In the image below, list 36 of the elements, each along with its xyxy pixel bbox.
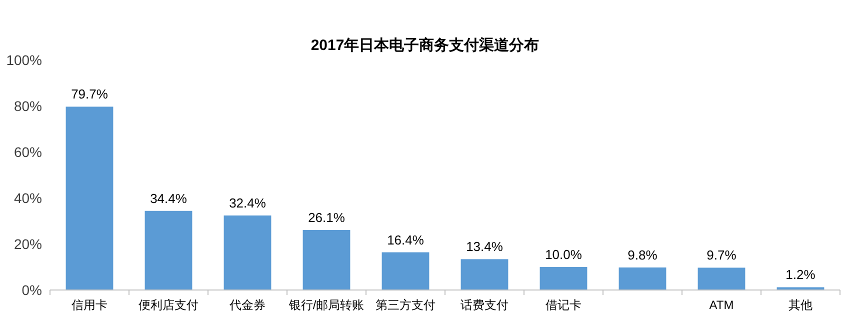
y-tick-label: 0%	[22, 282, 42, 298]
data-label: 13.4%	[466, 239, 504, 254]
data-label: 1.2%	[786, 267, 816, 282]
data-label: 10.0%	[545, 247, 582, 262]
data-label: 9.8%	[628, 247, 658, 262]
x-tick-label: 信用卡	[72, 298, 108, 312]
data-label: 16.4%	[387, 232, 424, 248]
data-label: 79.7%	[71, 86, 108, 102]
bar	[618, 267, 666, 290]
y-tick-label: 60%	[14, 144, 42, 160]
y-tick-label: 80%	[14, 98, 42, 114]
bar	[302, 230, 350, 290]
bar	[460, 259, 508, 290]
x-tick-label: 便利店支付	[138, 298, 198, 312]
chart-title: 2017年日本电子商务支付渠道分布	[310, 36, 540, 54]
x-tick-label: ATM	[709, 298, 734, 312]
x-tick-label: 第三方支付	[376, 298, 436, 312]
y-tick-label: 20%	[14, 236, 42, 252]
x-tick-label: 银行/邮局转账	[288, 298, 364, 312]
bar	[144, 210, 192, 290]
bar	[540, 267, 588, 290]
bar	[698, 268, 746, 290]
x-tick-label: 借记卡	[546, 298, 582, 312]
bar	[224, 215, 272, 290]
bar	[382, 252, 430, 290]
y-tick-label: 100%	[6, 52, 42, 68]
y-tick-label: 40%	[14, 190, 42, 206]
data-label: 9.7%	[706, 248, 737, 263]
x-tick-label: 其他	[788, 298, 812, 312]
data-label: 32.4%	[229, 195, 266, 210]
data-label: 26.1%	[308, 210, 346, 225]
x-tick-label: 话费支付	[460, 298, 508, 312]
bar	[66, 106, 114, 290]
x-tick-label: 代金券	[228, 298, 266, 312]
data-label: 34.4%	[150, 190, 188, 206]
bar	[776, 287, 824, 290]
